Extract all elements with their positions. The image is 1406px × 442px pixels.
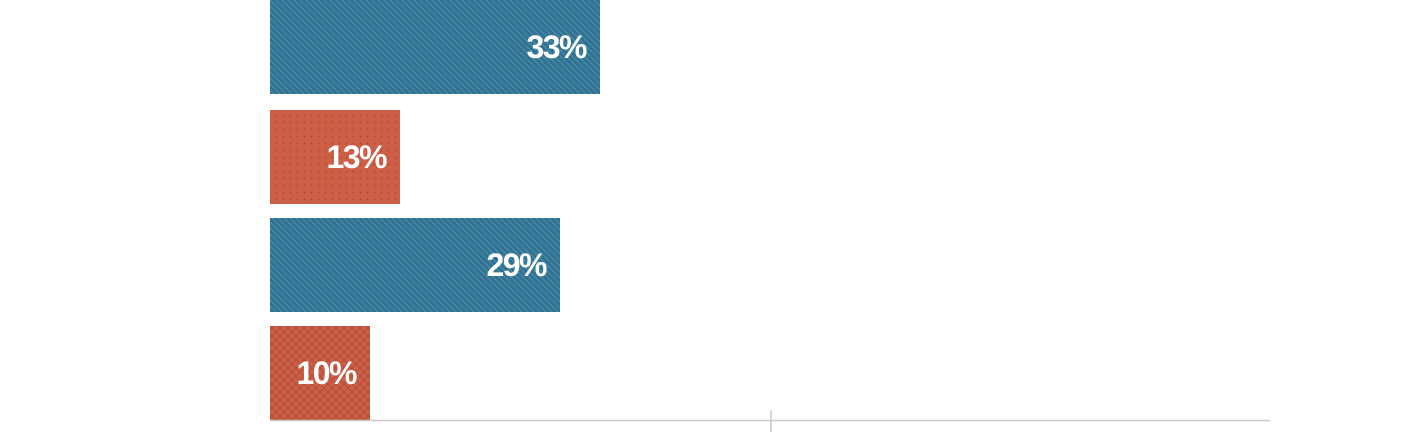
- bar: [270, 326, 370, 420]
- bar-texture: [270, 326, 370, 420]
- bar-value-label: 29%: [486, 247, 547, 283]
- bar-texture: [270, 218, 560, 312]
- bar: [270, 218, 560, 312]
- bar: [270, 110, 400, 204]
- bar-texture: [270, 0, 600, 94]
- bar-value-label: 13%: [326, 139, 387, 175]
- bars-group: [270, 0, 600, 420]
- value-labels-group: 33% 13% 29% 10%: [296, 29, 588, 391]
- bar: [270, 0, 600, 94]
- bar-texture: [270, 110, 400, 204]
- bar-value-label: 33%: [526, 29, 587, 65]
- bar-value-label: 10%: [296, 355, 357, 391]
